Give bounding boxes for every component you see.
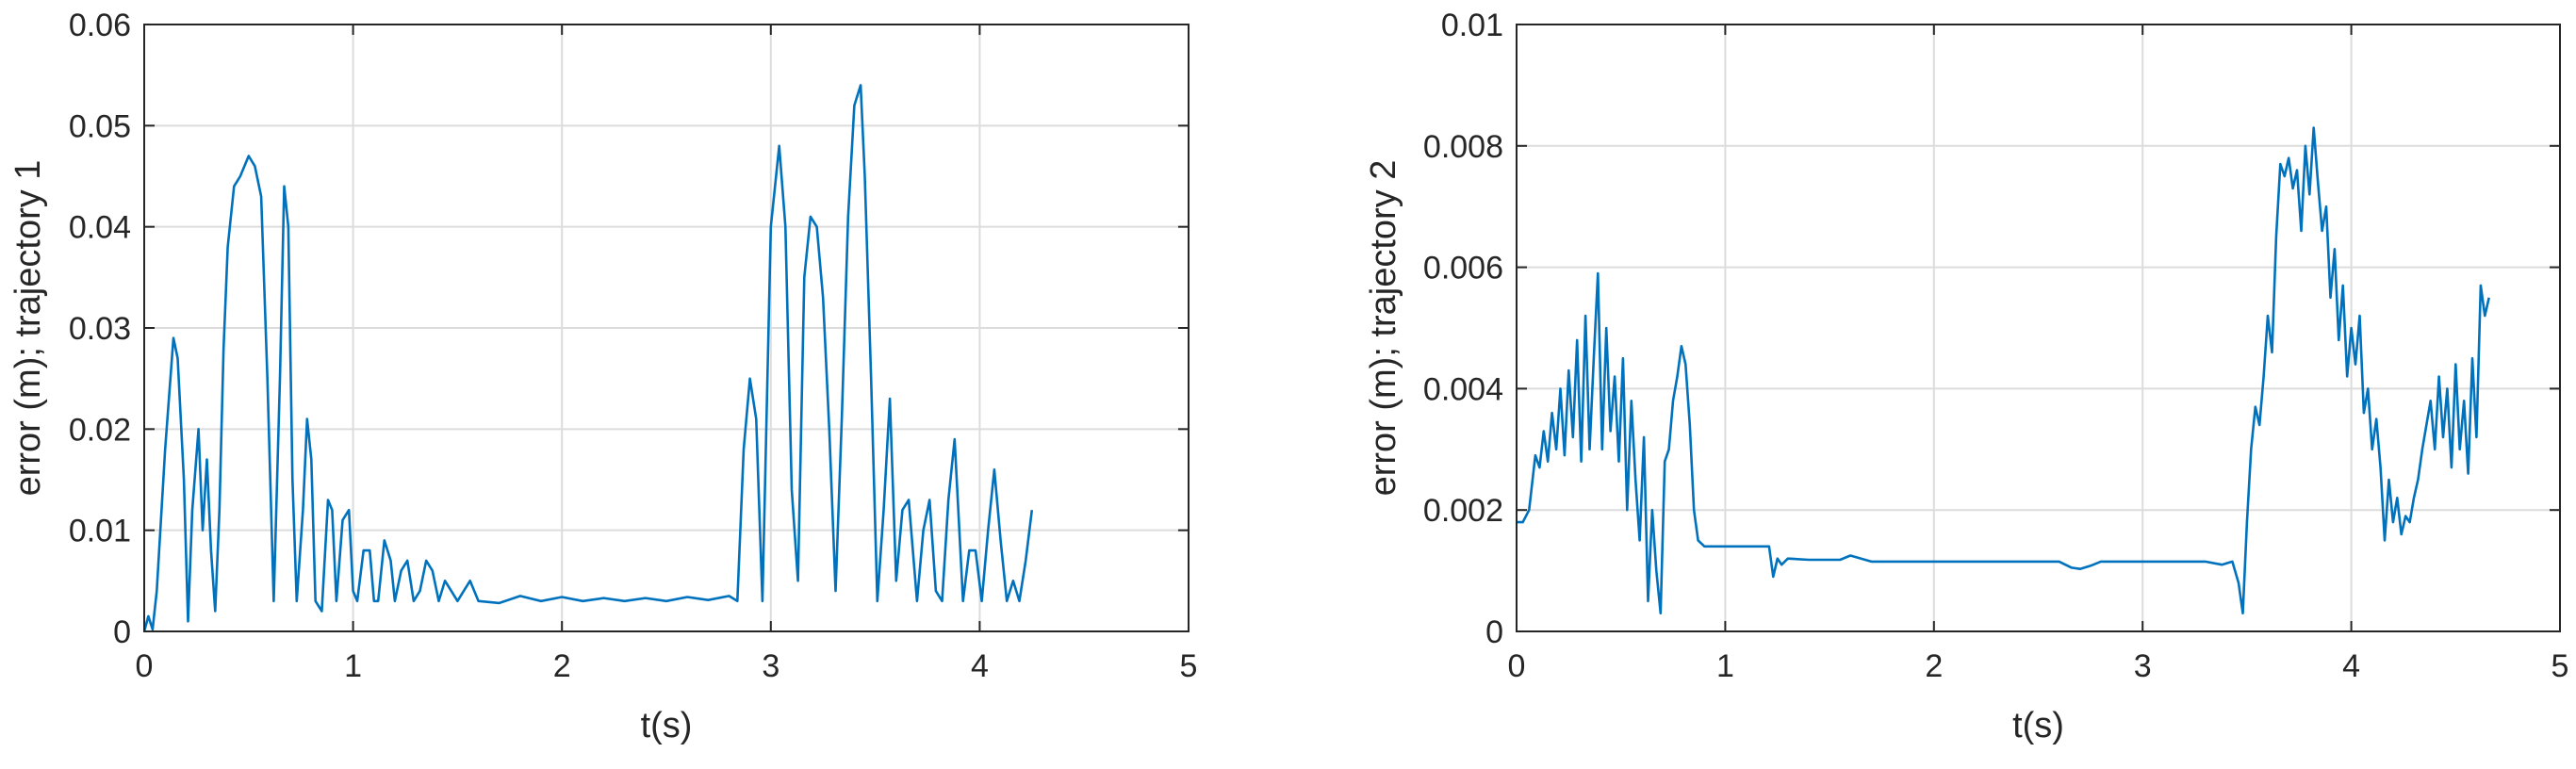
x-tick-label: 4 — [971, 648, 989, 684]
x-tick-label: 4 — [2342, 648, 2360, 684]
x-tick-label: 0 — [1508, 648, 1526, 684]
y-tick-label: 0.008 — [1423, 129, 1503, 165]
x-tick-label: 1 — [1716, 648, 1734, 684]
x-tick-label: 2 — [1925, 648, 1943, 684]
y-tick-label: 0.06 — [69, 8, 131, 43]
series-line — [142, 84, 1034, 632]
y-tick-label: 0.01 — [1441, 8, 1503, 43]
x-tick-label: 2 — [553, 648, 571, 684]
x-tick-label: 1 — [344, 648, 362, 684]
y-tick-label: 0.03 — [69, 311, 131, 347]
x-axis-label: t(s) — [641, 706, 693, 745]
y-axis-label: error (m); trajectory 1 — [8, 160, 48, 497]
y-tick-label: 0.02 — [69, 412, 131, 448]
series-line — [1517, 126, 2490, 615]
x-tick-label: 3 — [2134, 648, 2152, 684]
axes-box — [1516, 24, 2561, 632]
x-tick-label: 0 — [136, 648, 154, 684]
y-tick-label: 0.004 — [1423, 371, 1503, 407]
y-tick-label: 0 — [113, 614, 131, 650]
y-tick-label: 0 — [1485, 614, 1503, 650]
x-axis-label: t(s) — [2012, 706, 2064, 745]
chart-trajectory-1: 0 1 2 3 4 5 0 0.01 0.02 0.03 0.04 0.05 0.06 t(s) error… — [8, 8, 1197, 745]
x-tick-label: 3 — [762, 648, 779, 684]
y-tick-label: 0.006 — [1423, 251, 1503, 286]
y-tick-label: 0.04 — [69, 210, 131, 246]
y-axis-label: error (m); trajectory 2 — [1364, 160, 1403, 497]
chart-trajectory-2: 0 1 2 3 4 5 0 0.002 0.004 0.006 0.008 0.01 t(s) error… — [1364, 8, 2568, 745]
x-tick-label: 5 — [2551, 648, 2569, 684]
y-tick-label: 0.002 — [1423, 493, 1503, 529]
x-tick-label: 5 — [1180, 648, 1198, 684]
y-tick-label: 0.05 — [69, 108, 131, 144]
y-tick-label: 0.01 — [69, 514, 131, 549]
